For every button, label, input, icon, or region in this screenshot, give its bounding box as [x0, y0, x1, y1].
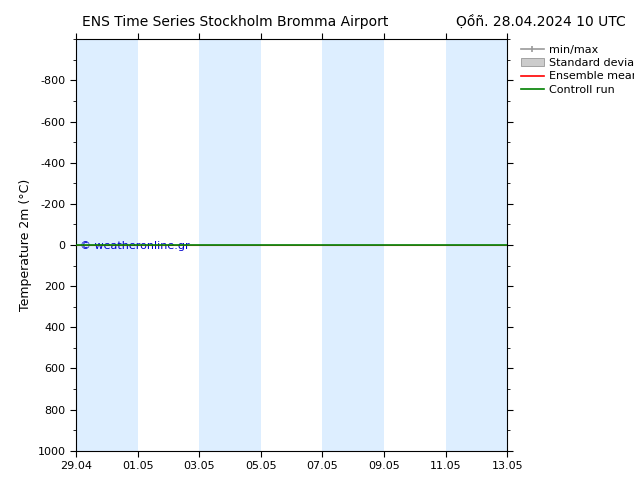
Text: ENS Time Series Stockholm Bromma Airport: ENS Time Series Stockholm Bromma Airport: [82, 15, 389, 29]
Bar: [446, 39, 507, 451]
Y-axis label: Temperature 2m (°C): Temperature 2m (°C): [19, 179, 32, 311]
Text: Ọồñ. 28.04.2024 10 UTC: Ọồñ. 28.04.2024 10 UTC: [456, 15, 626, 29]
Bar: [323, 39, 384, 451]
Text: © weatheronline.gr: © weatheronline.gr: [81, 241, 190, 251]
Bar: [199, 39, 261, 451]
Bar: [76, 39, 138, 451]
Legend: min/max, Standard deviation, Ensemble mean run, Controll run: min/max, Standard deviation, Ensemble me…: [521, 45, 634, 95]
